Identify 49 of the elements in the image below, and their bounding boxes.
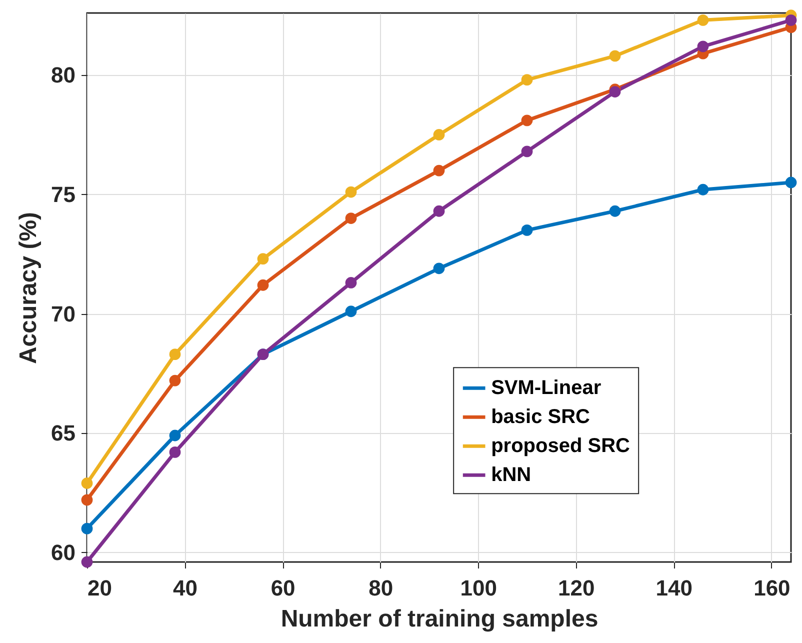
legend-label: basic SRC	[491, 406, 590, 428]
point	[609, 205, 621, 217]
x-tick-label: 20	[88, 576, 112, 600]
point	[521, 146, 533, 158]
point	[345, 306, 357, 318]
point	[345, 186, 357, 198]
y-tick-label: 70	[51, 301, 76, 326]
point	[697, 184, 709, 196]
point	[785, 14, 797, 26]
point	[345, 212, 357, 224]
x-tick-label: 80	[368, 576, 394, 600]
point	[81, 494, 93, 506]
point	[169, 348, 181, 360]
point	[257, 279, 269, 291]
point	[169, 430, 181, 442]
point	[521, 74, 533, 86]
point	[81, 556, 93, 568]
point	[609, 50, 621, 62]
x-tick-label: 120	[558, 576, 595, 600]
point	[81, 478, 93, 489]
y-axis-title: Accuracy (%)	[15, 212, 42, 364]
point	[169, 446, 181, 458]
x-tick-label: 140	[656, 576, 693, 600]
point	[521, 114, 533, 126]
point	[257, 253, 269, 265]
y-tick-label: 65	[51, 420, 76, 446]
point	[169, 374, 181, 386]
x-tick-label: 100	[460, 576, 497, 600]
x-axis-title: Number of training samples	[280, 606, 598, 632]
point	[345, 277, 357, 288]
point	[433, 164, 445, 176]
point	[81, 522, 93, 534]
y-tick-label: 80	[51, 62, 76, 88]
legend-label: SVM-Linear	[491, 377, 602, 400]
point	[433, 262, 445, 274]
point	[521, 224, 533, 236]
legend-label: proposed SRC	[491, 435, 630, 458]
y-tick-label: 75	[51, 182, 76, 207]
point	[609, 86, 621, 98]
point	[433, 205, 445, 217]
point	[697, 40, 709, 52]
point	[785, 176, 797, 188]
legend-label: kNN	[491, 464, 532, 486]
point	[697, 14, 709, 26]
x-tick-label: 160	[754, 576, 790, 600]
x-tick-label: 60	[270, 576, 296, 600]
x-tick-label: 40	[173, 576, 198, 600]
point	[433, 129, 445, 140]
y-tick-label: 60	[51, 540, 76, 565]
